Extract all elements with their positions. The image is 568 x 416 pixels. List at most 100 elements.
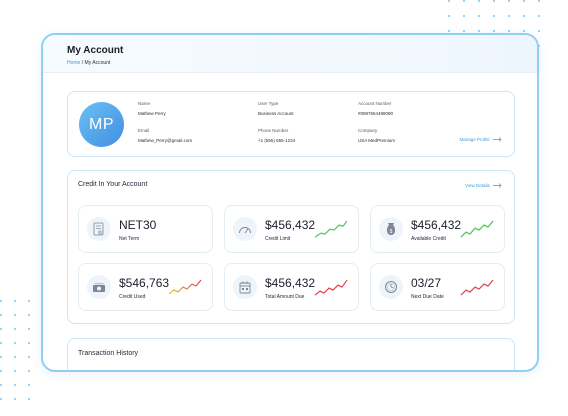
- decorative-dot: [478, 0, 480, 2]
- decorative-dot: [478, 30, 480, 32]
- phone-value: +1 (555) 555-1234: [258, 138, 296, 143]
- name-label: Name: [138, 101, 151, 106]
- trend-mixed-sparkline: [168, 279, 202, 295]
- account-window: My Account Home / My Account MP Name Mat…: [41, 33, 539, 372]
- clock-icon: [379, 275, 403, 299]
- net-term-tile: NET30 Net Term: [78, 205, 213, 253]
- breadcrumb-separator: /: [81, 60, 84, 66]
- account-number-value: #0987654498090: [358, 111, 394, 116]
- decorative-dot: [14, 300, 16, 302]
- net-term-value: NET30: [119, 218, 157, 232]
- decorative-dot: [508, 0, 510, 2]
- company-label: Company: [358, 128, 378, 133]
- decorative-dot: [463, 0, 465, 2]
- transaction-history-card: Transaction History: [67, 338, 515, 370]
- decorative-dot: [478, 15, 480, 17]
- decorative-dot: [14, 398, 16, 400]
- user-type-value: Business Account: [258, 111, 294, 116]
- credit-used-tile: $546,763 Credit Used: [78, 263, 213, 311]
- arrow-right-icon: [493, 137, 502, 143]
- name-value: Mathew Perry: [138, 111, 166, 116]
- decorative-dot: [14, 328, 16, 330]
- trend-down-sparkline: [460, 279, 494, 297]
- cash-icon: [87, 275, 111, 299]
- decorative-dot: [0, 398, 2, 400]
- decorative-dot: [0, 384, 2, 386]
- breadcrumb-home-link[interactable]: Home: [67, 60, 81, 66]
- decorative-dot: [28, 328, 30, 330]
- dot-pattern-bottom-left: [0, 300, 60, 416]
- decorative-dot: [0, 356, 2, 358]
- view-details-link[interactable]: View Details: [465, 183, 502, 189]
- decorative-dot: [463, 15, 465, 17]
- decorative-dot: [463, 30, 465, 32]
- decorative-dot: [0, 314, 2, 316]
- decorative-dot: [28, 300, 30, 302]
- email-value: Mathew_Perry@gmail.com: [138, 138, 193, 143]
- credit-section-title: Credit In Your Account: [78, 181, 148, 188]
- page-title: My Account: [67, 45, 124, 56]
- decorative-dot: [508, 30, 510, 32]
- decorative-dot: [14, 370, 16, 372]
- decorative-dot: [508, 15, 510, 17]
- svg-text:$: $: [390, 229, 393, 235]
- decorative-dot: [523, 0, 525, 2]
- decorative-dot: [448, 15, 450, 17]
- total-amount-due-label: Total Amount Due: [265, 294, 305, 300]
- decorative-dot: [28, 384, 30, 386]
- company-value: USA MedPremium: [358, 138, 396, 143]
- decorative-dot: [0, 370, 2, 372]
- profile-card: MP Name Mathew Perry User Type Business …: [67, 91, 515, 157]
- decorative-dot: [538, 30, 540, 32]
- decorative-dot: [0, 342, 2, 344]
- document-icon: [87, 217, 111, 241]
- trend-up-sparkline: [460, 220, 494, 239]
- decorative-dot: [28, 342, 30, 344]
- manage-profile-link[interactable]: Manage Profile: [459, 137, 502, 143]
- trend-down-sparkline: [314, 279, 348, 297]
- email-label: Email: [138, 128, 150, 133]
- net-term-label: Net Term: [119, 236, 140, 242]
- avatar: MP: [79, 102, 124, 147]
- decorative-dot: [14, 342, 16, 344]
- decorative-dot: [523, 15, 525, 17]
- decorative-dot: [14, 314, 16, 316]
- decorative-dot: [28, 314, 30, 316]
- decorative-dot: [448, 30, 450, 32]
- calendar-icon: [233, 275, 257, 299]
- manage-profile-label: Manage Profile: [459, 137, 490, 142]
- breadcrumb: Home / My Account: [67, 60, 110, 66]
- decorative-dot: [0, 300, 2, 302]
- credit-card: Credit In Your Account View Details NET3…: [67, 170, 515, 324]
- credit-limit-tile: $456,432 Credit Limit: [224, 205, 359, 253]
- decorative-dot: [493, 0, 495, 2]
- total-amount-due-value: $456,432: [265, 276, 316, 290]
- decorative-dot: [523, 30, 525, 32]
- credit-limit-value: $456,432: [265, 218, 316, 232]
- credit-used-label: Credit Used: [119, 294, 146, 300]
- credit-limit-label: Credit Limit: [265, 236, 291, 242]
- arrow-right-icon: [493, 183, 502, 189]
- available-credit-value: $456,432: [411, 218, 462, 232]
- decorative-dot: [538, 0, 540, 2]
- decorative-dot: [538, 45, 540, 47]
- credit-used-value: $546,763: [119, 276, 170, 290]
- next-due-date-value: 03/27: [411, 276, 442, 290]
- transaction-history-title: Transaction History: [78, 350, 139, 357]
- decorative-dot: [538, 15, 540, 17]
- money-bag-icon: $: [379, 217, 403, 241]
- total-amount-due-tile: $456,432 Total Amount Due: [224, 263, 359, 311]
- decorative-dot: [28, 370, 30, 372]
- user-type-label: User Type: [258, 101, 279, 106]
- account-number-label: Account Number: [358, 101, 392, 106]
- next-due-date-tile: 03/27 Next Due Date: [370, 263, 505, 311]
- decorative-dot: [14, 356, 16, 358]
- phone-label: Phone Number: [258, 128, 289, 133]
- view-details-label: View Details: [465, 183, 490, 188]
- next-due-date-label: Next Due Date: [411, 294, 444, 300]
- decorative-dot: [448, 0, 450, 2]
- decorative-dot: [0, 328, 2, 330]
- page-header: My Account Home / My Account: [43, 35, 537, 73]
- trend-up-sparkline: [314, 220, 348, 239]
- breadcrumb-current: My Account: [84, 60, 111, 66]
